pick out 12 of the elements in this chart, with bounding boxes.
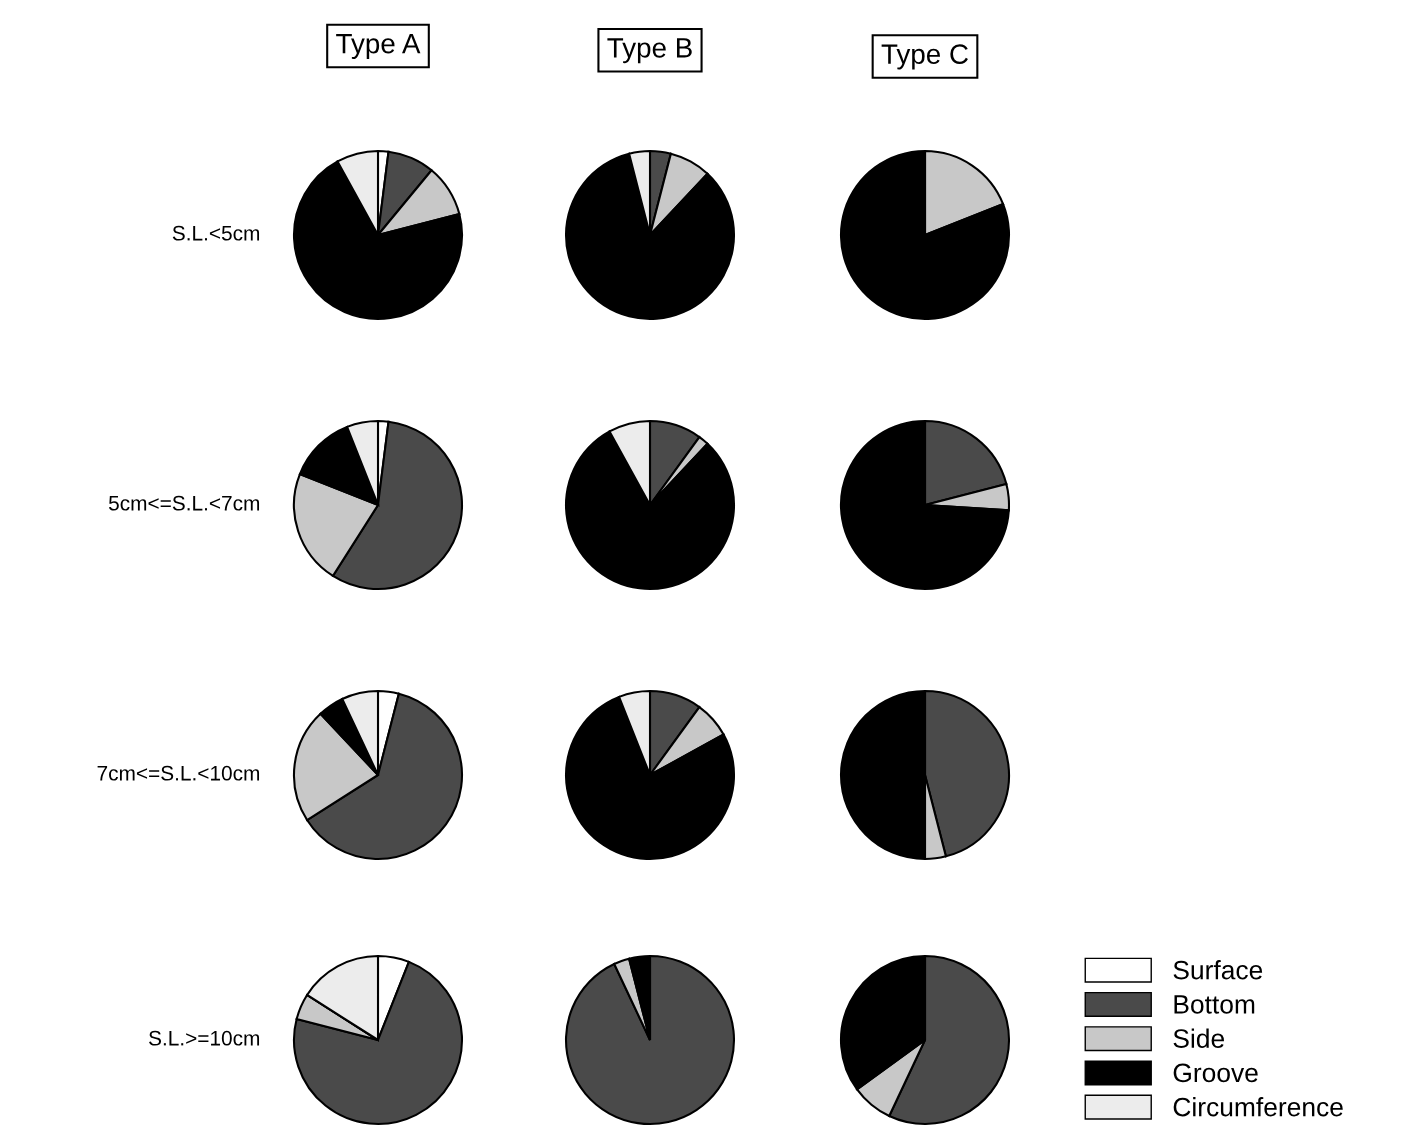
chart-title: Type B bbox=[607, 38, 692, 64]
text: S.L.>=10cm bbox=[149, 1030, 260, 1046]
text: 5cm<=S.L.<7cm bbox=[108, 495, 260, 511]
legend-label: Bottom bbox=[1174, 995, 1255, 1014]
legend-label: Surface bbox=[1173, 960, 1263, 980]
text: S.L.<5cm bbox=[172, 225, 260, 241]
chart-title: Type C bbox=[881, 44, 968, 70]
legend-label: Side bbox=[1173, 1028, 1224, 1048]
chart-title: Type A bbox=[336, 34, 421, 59]
legend-label: Groove bbox=[1173, 1063, 1258, 1083]
text: 7cm<=S.L.<10cm bbox=[97, 765, 260, 781]
legend-label: Circumference bbox=[1173, 1097, 1343, 1117]
